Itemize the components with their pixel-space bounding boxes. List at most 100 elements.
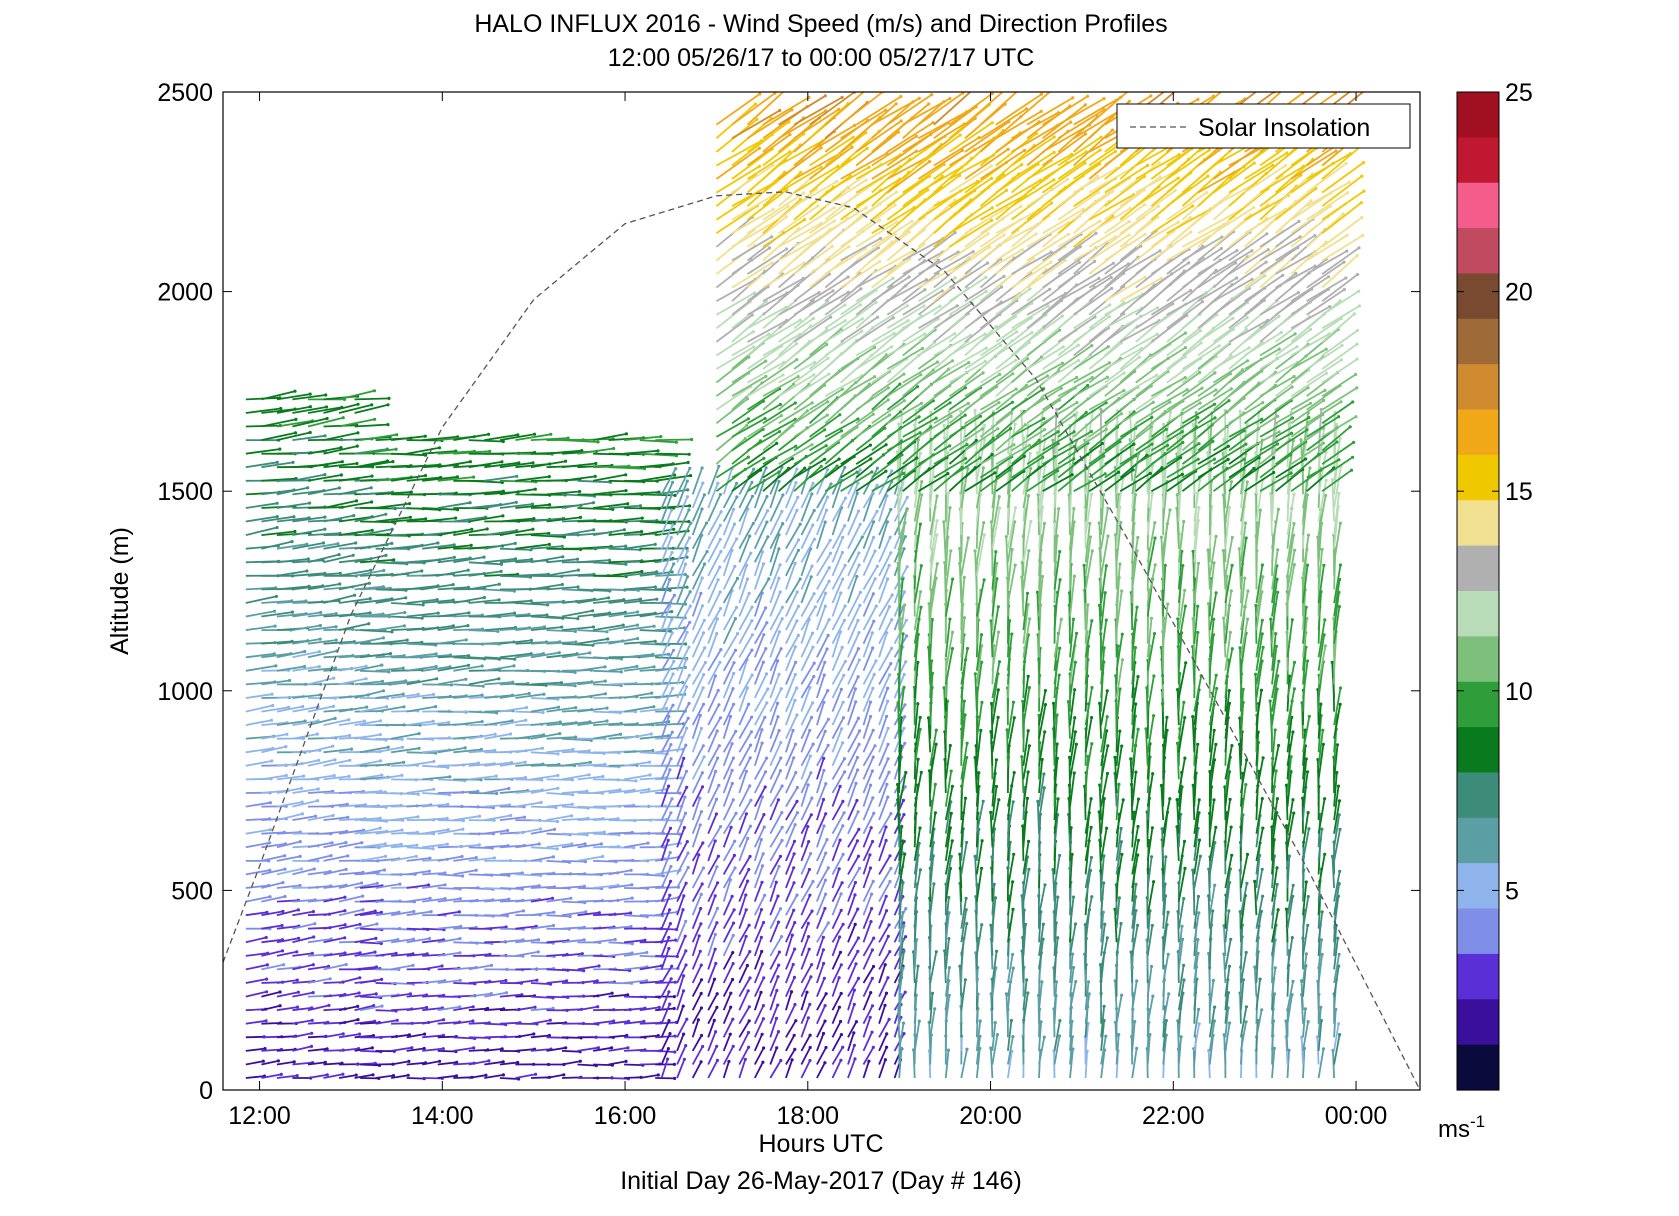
wind-vector xyxy=(390,680,419,686)
wind-vector-head xyxy=(313,922,317,926)
wind-vector-head xyxy=(812,508,816,513)
wind-vector-head xyxy=(934,950,938,954)
wind-vector xyxy=(437,873,463,877)
wind-vector xyxy=(323,816,348,821)
wind-vector xyxy=(437,557,471,564)
wind-vector-head xyxy=(306,557,310,561)
wind-vector xyxy=(360,491,393,496)
wind-vector-head xyxy=(1026,674,1030,678)
wind-vector-head xyxy=(668,826,673,830)
wind-vector xyxy=(468,941,492,945)
wind-vector xyxy=(453,683,484,688)
wind-vector xyxy=(878,578,889,604)
wind-vector-head xyxy=(918,451,922,455)
wind-vector xyxy=(639,914,663,917)
wind-vector-head xyxy=(824,1045,828,1050)
wind-vector-head xyxy=(732,522,737,526)
wind-vector-head xyxy=(487,1059,491,1063)
wind-vector-head xyxy=(512,664,516,668)
wind-vector-head xyxy=(807,935,811,939)
wind-vector-head xyxy=(318,637,322,641)
wind-vector xyxy=(499,1077,519,1080)
wind-vector-head xyxy=(779,687,783,691)
wind-vector-head xyxy=(702,618,706,623)
wind-vector xyxy=(639,520,675,525)
wind-vector-head xyxy=(323,434,327,438)
wind-vector-head xyxy=(640,516,644,520)
wind-vector xyxy=(484,991,507,998)
wind-vector-head xyxy=(813,605,817,609)
wind-vector xyxy=(499,599,532,604)
wind-vector-head xyxy=(731,798,735,802)
wind-vector xyxy=(592,938,616,944)
wind-vector xyxy=(639,885,663,889)
wind-vector-head xyxy=(699,1060,703,1064)
wind-vector-head xyxy=(329,854,333,858)
wind-vector-head xyxy=(333,758,337,762)
wind-vector xyxy=(307,583,340,591)
wind-vector xyxy=(276,937,299,944)
wind-vector-head xyxy=(434,664,438,669)
wind-vector-head xyxy=(603,692,608,696)
wind-vector-head xyxy=(837,1005,842,1009)
wind-vector xyxy=(292,952,313,957)
wind-vector xyxy=(307,460,343,469)
wind-vector xyxy=(608,804,634,808)
wind-vector-head xyxy=(346,815,350,819)
wind-vector-head xyxy=(332,676,336,680)
wind-vector-head xyxy=(821,1031,826,1036)
wind-vector-head xyxy=(302,774,306,778)
wind-vector xyxy=(323,682,353,686)
wind-vector-head xyxy=(308,405,312,409)
wind-vector xyxy=(546,721,577,726)
wind-vector-head xyxy=(582,969,586,973)
wind-vector xyxy=(276,1006,298,1012)
wind-vector-head xyxy=(276,1059,280,1063)
wind-vector-head xyxy=(798,577,802,581)
wind-vector-head xyxy=(918,590,923,594)
wind-vector-head xyxy=(795,590,799,594)
wind-vector-head xyxy=(838,838,842,842)
wind-vector-head xyxy=(309,1044,314,1048)
wind-vector-head xyxy=(766,687,770,691)
wind-vector xyxy=(338,1074,357,1079)
wind-vector xyxy=(261,706,289,713)
wind-vector-head xyxy=(316,859,320,863)
wind-vector xyxy=(437,1050,457,1053)
wind-vector xyxy=(375,746,403,754)
wind-vector-head xyxy=(929,410,933,414)
wind-vector-head xyxy=(837,867,841,871)
wind-vector-head xyxy=(1011,1035,1015,1039)
wind-vector-head xyxy=(424,517,428,521)
wind-vector-head xyxy=(352,514,356,518)
wind-vector-head xyxy=(562,535,567,539)
wind-vector-head xyxy=(746,1030,751,1035)
wind-vector-head xyxy=(858,590,863,595)
wind-vector xyxy=(561,475,596,482)
wind-vector-head xyxy=(826,689,830,693)
wind-vector-head xyxy=(993,896,998,900)
wind-vector-head xyxy=(747,867,751,872)
wind-vector-head xyxy=(682,1032,686,1036)
wind-vector-head xyxy=(673,1050,677,1054)
wind-vector xyxy=(530,805,556,809)
wind-vector xyxy=(484,1007,504,1012)
wind-vector-head xyxy=(280,923,284,928)
wind-vector xyxy=(338,720,365,726)
wind-vector-head xyxy=(688,466,692,470)
wind-vector-head xyxy=(875,564,879,568)
wind-vector-head xyxy=(699,963,703,967)
wind-vector-head xyxy=(780,605,785,609)
wind-vector xyxy=(354,910,376,917)
wind-vector xyxy=(862,605,878,631)
wind-vector-head xyxy=(636,610,640,614)
wind-vector xyxy=(592,1046,612,1052)
wind-vector-head xyxy=(671,672,675,676)
wind-vector xyxy=(422,817,448,821)
wind-vector xyxy=(530,856,554,862)
wind-vector-head xyxy=(750,673,754,677)
wind-vector-head xyxy=(338,582,342,586)
wind-vector-head xyxy=(578,489,582,494)
wind-vector xyxy=(655,722,684,726)
wind-vector xyxy=(354,680,383,686)
